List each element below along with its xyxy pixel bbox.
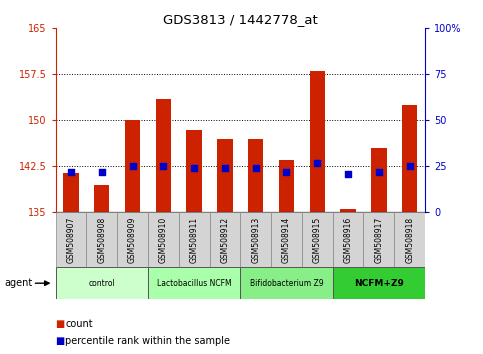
Point — [67, 169, 75, 175]
Bar — [156, 99, 171, 212]
Bar — [364, 212, 394, 267]
Bar — [279, 160, 294, 212]
Text: count: count — [65, 319, 93, 329]
Point — [128, 164, 136, 169]
Point — [313, 160, 321, 166]
Bar — [341, 209, 356, 212]
Bar — [310, 71, 325, 212]
Bar — [271, 212, 302, 267]
Bar — [63, 172, 79, 212]
Text: GSM508916: GSM508916 — [343, 217, 353, 263]
Text: GSM508914: GSM508914 — [282, 217, 291, 263]
Bar — [333, 212, 364, 267]
Bar — [86, 212, 117, 267]
Point — [221, 165, 229, 171]
Point — [406, 164, 413, 169]
Text: GSM508909: GSM508909 — [128, 217, 137, 263]
Bar — [56, 267, 148, 299]
Text: GSM508913: GSM508913 — [251, 217, 260, 263]
Bar — [217, 139, 233, 212]
Bar — [240, 212, 271, 267]
Text: ■: ■ — [56, 319, 65, 329]
Bar — [402, 105, 417, 212]
Title: GDS3813 / 1442778_at: GDS3813 / 1442778_at — [163, 13, 318, 26]
Bar — [117, 212, 148, 267]
Bar — [240, 267, 333, 299]
Text: GSM508915: GSM508915 — [313, 217, 322, 263]
Text: GSM508918: GSM508918 — [405, 217, 414, 263]
Bar — [56, 212, 86, 267]
Point — [252, 165, 259, 171]
Text: ■: ■ — [56, 336, 65, 346]
Bar — [179, 212, 210, 267]
Point — [283, 169, 290, 175]
Text: Lactobacillus NCFM: Lactobacillus NCFM — [157, 279, 231, 288]
Text: control: control — [88, 279, 115, 288]
Text: agent: agent — [5, 278, 33, 288]
Point — [344, 171, 352, 177]
Point — [159, 164, 167, 169]
Text: percentile rank within the sample: percentile rank within the sample — [65, 336, 230, 346]
Text: GSM508907: GSM508907 — [67, 217, 75, 263]
Bar — [186, 130, 202, 212]
Text: GSM508908: GSM508908 — [97, 217, 106, 263]
Bar — [248, 139, 263, 212]
Point — [190, 165, 198, 171]
Bar — [302, 212, 333, 267]
Bar — [371, 148, 386, 212]
Point — [98, 169, 106, 175]
Bar — [94, 185, 110, 212]
Text: GSM508911: GSM508911 — [190, 217, 199, 263]
Text: GSM508917: GSM508917 — [374, 217, 384, 263]
Bar — [333, 267, 425, 299]
Text: NCFM+Z9: NCFM+Z9 — [354, 279, 404, 288]
Text: GSM508912: GSM508912 — [220, 217, 229, 263]
Bar — [210, 212, 240, 267]
Text: Bifidobacterium Z9: Bifidobacterium Z9 — [250, 279, 323, 288]
Bar — [125, 120, 140, 212]
Text: GSM508910: GSM508910 — [159, 217, 168, 263]
Point — [375, 169, 383, 175]
Bar — [148, 212, 179, 267]
Bar — [394, 212, 425, 267]
Bar — [148, 267, 241, 299]
